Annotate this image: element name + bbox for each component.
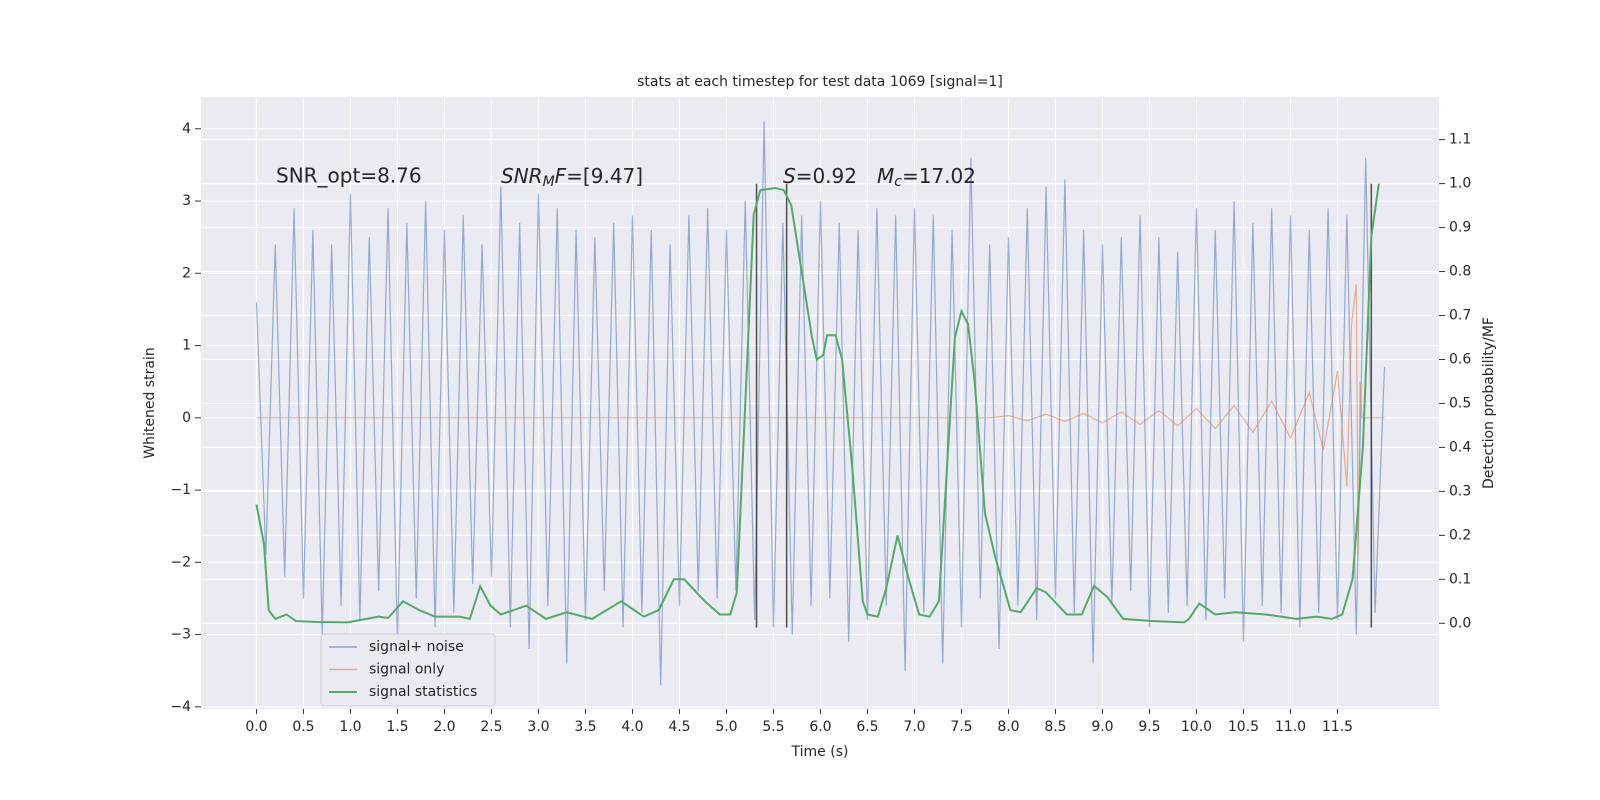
y2-tick-label: 0.4 — [1449, 439, 1471, 455]
annotation: SNR_opt=8.76 — [276, 164, 422, 188]
x-tick-label: 5.0 — [715, 719, 737, 735]
x-tick-label: 8.5 — [1044, 719, 1066, 735]
y-tick-label: 1 — [182, 338, 191, 354]
y2-axis-label: Detection probability/MF — [1481, 317, 1497, 489]
y-tick-label: −1 — [170, 482, 191, 498]
x-tick-label: 1.0 — [339, 719, 361, 735]
y2-tick-label: 0.3 — [1449, 483, 1471, 499]
y-axis-label: Whitened strain — [142, 347, 158, 458]
x-tick-label: 9.5 — [1138, 719, 1160, 735]
x-tick-label: 6.5 — [856, 719, 878, 735]
x-tick-label: 11.5 — [1322, 719, 1353, 735]
legend: signal+ noise signal only signal statistic… — [320, 633, 496, 707]
x-tick-label: 9.0 — [1091, 719, 1113, 735]
annotation-part: =17.02 — [902, 164, 976, 188]
series-line — [256, 284, 1385, 556]
y-tick-label: 4 — [182, 121, 191, 137]
annotation-part: SNR — [501, 164, 543, 188]
y2-tick-label: 0.2 — [1449, 527, 1471, 543]
annotation-part: M — [877, 164, 894, 188]
marks — [255, 121, 1386, 686]
annotation-part: =[9.47] — [566, 164, 643, 188]
y-tick-label: 3 — [182, 193, 191, 209]
y2-tick-label: 0.0 — [1449, 615, 1471, 631]
chart-title: stats at each timestep for test data 106… — [637, 74, 1003, 90]
y-tick-label: −2 — [170, 554, 191, 570]
x-tick-label: 7.5 — [950, 719, 972, 735]
x-tick-label: 10.0 — [1181, 719, 1212, 735]
y-tick-label: 0 — [182, 410, 191, 426]
x-tick-label: 6.0 — [809, 719, 831, 735]
y2-tick-label: 0.6 — [1449, 351, 1471, 367]
x-tick-label: 7.0 — [903, 719, 925, 735]
y-tick-label: −3 — [170, 627, 191, 643]
legend-label: signal only — [369, 662, 444, 678]
annotation-part: S — [783, 164, 796, 188]
x-tick-label: 2.5 — [480, 719, 502, 735]
y2-tick-label: 0.1 — [1449, 571, 1471, 587]
series-line — [255, 183, 1380, 624]
annotation-part: =0.92 — [796, 164, 857, 188]
x-tick-label: 0.5 — [292, 719, 314, 735]
annotation-part: M — [543, 174, 555, 190]
x-tick-label: 4.0 — [621, 719, 643, 735]
legend-box — [320, 633, 496, 707]
y2-tick-label: 0.7 — [1449, 308, 1471, 324]
x-tick-label: 0.0 — [245, 719, 267, 735]
x-tick-label: 3.0 — [527, 719, 549, 735]
x-tick-label: 8.0 — [997, 719, 1019, 735]
y-tick-label: −4 — [170, 699, 191, 715]
legend-label: signal+ noise — [369, 639, 464, 655]
y-tick-label: 2 — [182, 265, 191, 281]
x-tick-label: 5.5 — [762, 719, 784, 735]
x-tick-label: 4.5 — [668, 719, 690, 735]
x-tick-label: 1.5 — [386, 719, 408, 735]
series-line — [255, 121, 1386, 686]
annotation: Mc=17.02 — [877, 164, 976, 191]
x-tick-label: 10.5 — [1228, 719, 1259, 735]
y2-tick-label: 1.0 — [1449, 176, 1471, 192]
x-axis-label: Time (s) — [791, 744, 849, 760]
annotation: S=0.92 — [783, 164, 857, 188]
y2-tick-label: 1.1 — [1449, 132, 1471, 148]
x-tick-label: 11.0 — [1275, 719, 1306, 735]
y2-tick-label: 0.9 — [1449, 220, 1471, 236]
annotation-part: c — [894, 174, 902, 190]
legend-label: signal statistics — [369, 684, 477, 700]
annotation: SNRMF=[9.47] — [501, 164, 643, 191]
annotation-part: F — [555, 164, 567, 188]
y2-tick-label: 0.8 — [1449, 264, 1471, 280]
y2-tick-label: 0.5 — [1449, 395, 1471, 411]
x-tick-label: 2.0 — [433, 719, 455, 735]
x-tick-label: 3.5 — [574, 719, 596, 735]
